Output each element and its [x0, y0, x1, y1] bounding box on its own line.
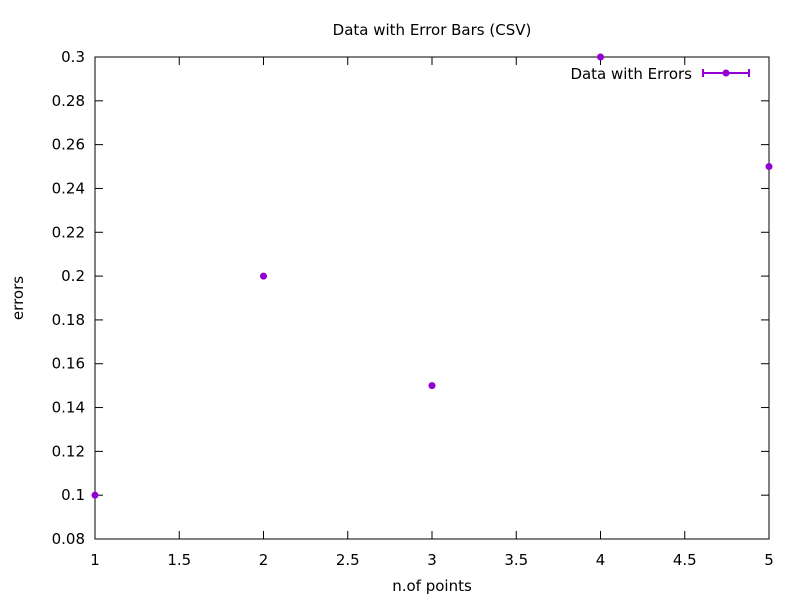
legend-label: Data with Errors — [570, 65, 692, 83]
legend-point-marker — [722, 69, 730, 77]
x-axis-title: n.of points — [392, 577, 472, 595]
plot-frame — [94, 56, 770, 540]
y-tick-label-1: 0.1 — [61, 486, 85, 504]
x-tick-label-0: 1 — [90, 551, 100, 569]
y-tick-label-11: 0.3 — [61, 48, 85, 66]
y-tick-label-10: 0.28 — [52, 92, 85, 110]
x-tick-label-2: 2 — [259, 551, 269, 569]
y-tick-label-7: 0.22 — [52, 223, 85, 241]
x-tick-label-3: 2.5 — [336, 551, 360, 569]
data-point-0-2 — [428, 382, 436, 390]
data-point-0-3 — [597, 53, 604, 61]
y-tick-label-4: 0.16 — [52, 355, 85, 373]
legend-swatch — [702, 69, 750, 77]
ticks-layer — [94, 56, 770, 540]
y-tick-label-8: 0.24 — [52, 179, 85, 197]
y-tick-label-5: 0.18 — [52, 311, 85, 329]
data-point-0-1 — [260, 272, 267, 280]
x-tick-label-5: 3.5 — [504, 551, 528, 569]
x-tick-label-8: 5 — [764, 551, 774, 569]
data-point-0-0 — [91, 491, 99, 499]
x-tick-label-6: 4 — [596, 551, 606, 569]
y-tick-label-6: 0.2 — [61, 267, 85, 285]
y-tick-label-2: 0.12 — [52, 442, 85, 460]
y-tick-label-9: 0.26 — [52, 136, 85, 154]
y-tick-label-0: 0.08 — [52, 530, 85, 548]
x-tick-label-4: 3 — [427, 551, 437, 569]
x-tick-label-1: 1.5 — [167, 551, 191, 569]
y-tick-label-3: 0.14 — [52, 399, 85, 417]
x-tick-label-7: 4.5 — [673, 551, 697, 569]
data-point-0-4 — [765, 163, 773, 171]
points-layer — [91, 53, 773, 499]
legend: Data with Errors — [570, 65, 750, 83]
y-axis-title: errors — [9, 276, 27, 320]
chart-title: Data with Error Bars (CSV) — [333, 21, 532, 39]
tick-labels-layer: 1 1.5 2 2.5 3 3.5 4 4.5 5 0.08 0.1 0.12 0.14 0.16 0.18… — [52, 48, 774, 569]
